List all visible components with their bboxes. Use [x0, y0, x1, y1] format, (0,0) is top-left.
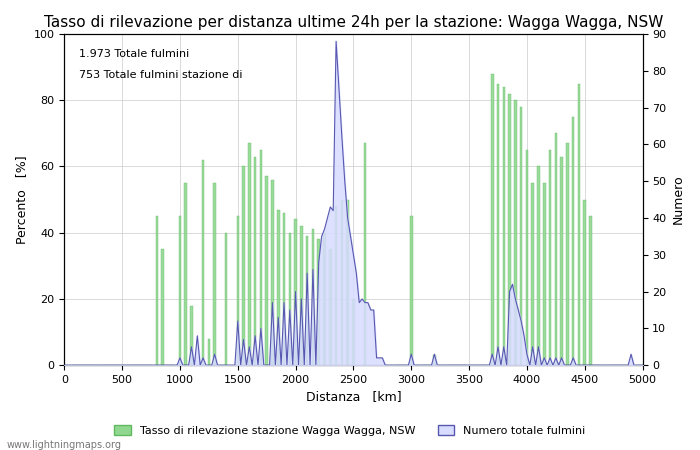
Bar [190, 306, 192, 365]
Bar [554, 133, 557, 365]
Bar [155, 216, 158, 365]
Bar [306, 236, 309, 365]
Bar [312, 230, 314, 365]
Bar [497, 84, 499, 365]
Bar [202, 160, 204, 365]
Bar [531, 183, 534, 365]
Bar [254, 157, 256, 365]
Bar [271, 180, 274, 365]
Title: Tasso di rilevazione per distanza ultime 24h per la stazione: Wagga Wagga, NSW: Tasso di rilevazione per distanza ultime… [43, 15, 663, 30]
Bar [248, 143, 251, 365]
Y-axis label: Numero: Numero [672, 175, 685, 225]
Bar [589, 216, 592, 365]
Bar [323, 233, 326, 365]
Bar [566, 143, 568, 365]
Bar [503, 87, 505, 365]
Bar [491, 74, 494, 365]
Bar [318, 239, 320, 365]
Bar [161, 249, 164, 365]
Bar [214, 183, 216, 365]
Bar [346, 200, 349, 365]
Bar [364, 143, 366, 365]
Text: 1.973 Totale fulmini: 1.973 Totale fulmini [78, 49, 189, 59]
Y-axis label: Percento   [%]: Percento [%] [15, 155, 28, 244]
Bar [288, 233, 291, 365]
Bar [283, 213, 286, 365]
Bar [578, 84, 580, 365]
Bar [410, 216, 412, 365]
Bar [242, 166, 245, 365]
Bar [237, 216, 239, 365]
Bar [265, 176, 268, 365]
Bar [277, 210, 279, 365]
Bar [433, 356, 435, 365]
Bar [178, 216, 181, 365]
Legend: Tasso di rilevazione stazione Wagga Wagga, NSW, Numero totale fulmini: Tasso di rilevazione stazione Wagga Wagg… [110, 420, 590, 440]
Text: 753 Totale fulmini stazione di: 753 Totale fulmini stazione di [78, 70, 242, 81]
Bar [300, 226, 302, 365]
Bar [341, 200, 343, 365]
Text: www.lightningmaps.org: www.lightningmaps.org [7, 440, 122, 450]
Bar [514, 100, 517, 365]
Bar [294, 220, 297, 365]
Bar [549, 150, 552, 365]
Bar [520, 107, 522, 365]
Bar [526, 150, 528, 365]
Bar [572, 117, 575, 365]
Bar [561, 157, 563, 365]
Bar [537, 166, 540, 365]
Bar [208, 339, 210, 365]
Bar [225, 233, 228, 365]
Bar [260, 150, 262, 365]
Bar [543, 183, 545, 365]
X-axis label: Distanza   [km]: Distanza [km] [306, 391, 401, 404]
Bar [508, 94, 511, 365]
Bar [335, 206, 337, 365]
Bar [185, 183, 187, 365]
Bar [584, 200, 586, 365]
Bar [352, 299, 355, 365]
Bar [329, 249, 332, 365]
